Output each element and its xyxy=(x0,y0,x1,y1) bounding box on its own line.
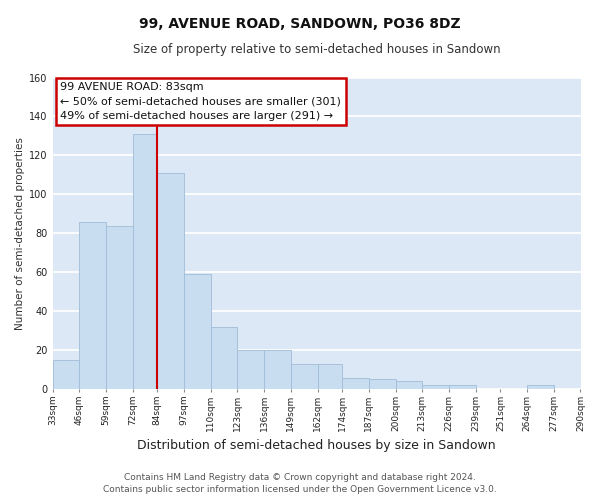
Bar xyxy=(317,364,342,389)
Text: 99 AVENUE ROAD: 83sqm
← 50% of semi-detached houses are smaller (301)
49% of sem: 99 AVENUE ROAD: 83sqm ← 50% of semi-deta… xyxy=(61,82,341,121)
Bar xyxy=(369,380,395,389)
Bar xyxy=(291,364,317,389)
Bar xyxy=(395,382,422,389)
Bar xyxy=(106,226,133,389)
Bar xyxy=(238,350,264,389)
Bar xyxy=(79,222,106,389)
Bar xyxy=(157,173,184,389)
X-axis label: Distribution of semi-detached houses by size in Sandown: Distribution of semi-detached houses by … xyxy=(137,440,496,452)
Text: 99, AVENUE ROAD, SANDOWN, PO36 8DZ: 99, AVENUE ROAD, SANDOWN, PO36 8DZ xyxy=(139,18,461,32)
Bar xyxy=(422,386,449,389)
Bar xyxy=(527,386,554,389)
Bar xyxy=(53,360,79,389)
Bar xyxy=(133,134,157,389)
Bar xyxy=(342,378,369,389)
Bar xyxy=(264,350,291,389)
Bar xyxy=(184,274,211,389)
Bar xyxy=(211,327,238,389)
Text: Contains HM Land Registry data © Crown copyright and database right 2024.
Contai: Contains HM Land Registry data © Crown c… xyxy=(103,472,497,494)
Bar xyxy=(449,386,476,389)
Y-axis label: Number of semi-detached properties: Number of semi-detached properties xyxy=(15,137,25,330)
Title: Size of property relative to semi-detached houses in Sandown: Size of property relative to semi-detach… xyxy=(133,42,500,56)
